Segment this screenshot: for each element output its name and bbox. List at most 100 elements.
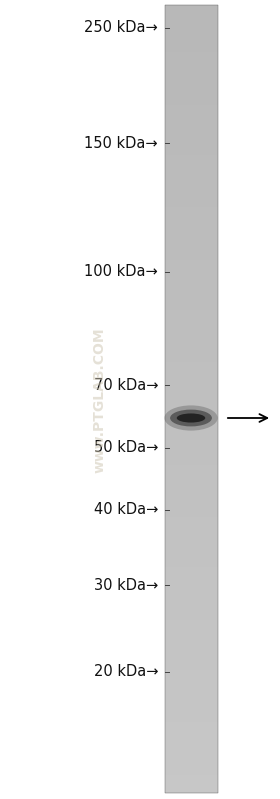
- Bar: [165, 412, 218, 415]
- Bar: [165, 39, 218, 42]
- Bar: [165, 202, 218, 205]
- Bar: [165, 614, 218, 617]
- Bar: [165, 596, 218, 598]
- Bar: [165, 378, 218, 380]
- Bar: [165, 189, 218, 192]
- Bar: [165, 488, 218, 491]
- Bar: [165, 399, 218, 402]
- Bar: [165, 173, 218, 176]
- Bar: [165, 420, 218, 423]
- Bar: [165, 352, 218, 354]
- Bar: [165, 630, 218, 633]
- Bar: [165, 612, 218, 614]
- Bar: [165, 396, 218, 399]
- Bar: [165, 21, 218, 23]
- Bar: [165, 443, 218, 447]
- Bar: [165, 480, 218, 483]
- Bar: [165, 764, 218, 767]
- Bar: [165, 94, 218, 97]
- Bar: [165, 483, 218, 486]
- Bar: [165, 667, 218, 670]
- Bar: [165, 163, 218, 165]
- Ellipse shape: [164, 405, 218, 431]
- Bar: [165, 42, 218, 45]
- Bar: [165, 523, 218, 525]
- Bar: [165, 376, 218, 378]
- Bar: [165, 643, 218, 646]
- Bar: [165, 694, 218, 696]
- Bar: [165, 160, 218, 163]
- Bar: [165, 380, 218, 384]
- Bar: [165, 265, 218, 268]
- Bar: [165, 270, 218, 273]
- Bar: [165, 276, 218, 278]
- Bar: [165, 759, 218, 761]
- Bar: [165, 407, 218, 410]
- Bar: [165, 735, 218, 737]
- Bar: [165, 777, 218, 780]
- Bar: [165, 328, 218, 331]
- Bar: [165, 52, 218, 55]
- Bar: [165, 392, 218, 394]
- Bar: [165, 8, 218, 10]
- Bar: [165, 447, 218, 449]
- Bar: [165, 315, 218, 317]
- Bar: [165, 37, 218, 39]
- Bar: [165, 622, 218, 625]
- Bar: [165, 5, 218, 793]
- Bar: [165, 475, 218, 478]
- Bar: [165, 780, 218, 782]
- Bar: [165, 507, 218, 509]
- Bar: [165, 433, 218, 435]
- Bar: [165, 223, 218, 225]
- Text: www.PTGLAB.COM: www.PTGLAB.COM: [93, 327, 107, 473]
- Bar: [165, 317, 218, 320]
- Bar: [165, 320, 218, 323]
- Bar: [165, 651, 218, 654]
- Bar: [165, 604, 218, 606]
- Bar: [165, 45, 218, 47]
- Bar: [165, 454, 218, 457]
- Bar: [165, 602, 218, 604]
- Bar: [165, 470, 218, 472]
- Bar: [165, 215, 218, 218]
- Bar: [165, 649, 218, 651]
- Bar: [165, 431, 218, 433]
- Bar: [165, 515, 218, 517]
- Bar: [165, 149, 218, 152]
- Bar: [165, 131, 218, 133]
- Bar: [165, 562, 218, 564]
- Bar: [165, 539, 218, 541]
- Bar: [165, 280, 218, 284]
- Bar: [165, 239, 218, 241]
- Bar: [165, 415, 218, 417]
- Bar: [165, 654, 218, 657]
- Bar: [165, 244, 218, 247]
- Bar: [165, 423, 218, 425]
- Bar: [165, 336, 218, 339]
- Bar: [165, 50, 218, 52]
- Text: 40 kDa→: 40 kDa→: [94, 503, 158, 518]
- Bar: [165, 360, 218, 362]
- Bar: [165, 58, 218, 60]
- Bar: [165, 125, 218, 129]
- Bar: [165, 129, 218, 131]
- Bar: [165, 207, 218, 210]
- Bar: [165, 141, 218, 144]
- Bar: [165, 115, 218, 118]
- Bar: [165, 727, 218, 730]
- Bar: [165, 368, 218, 370]
- Bar: [165, 176, 218, 178]
- Bar: [165, 662, 218, 664]
- Bar: [165, 113, 218, 115]
- Bar: [165, 23, 218, 26]
- Ellipse shape: [170, 410, 212, 427]
- Bar: [165, 502, 218, 504]
- Bar: [165, 310, 218, 312]
- Bar: [165, 200, 218, 202]
- Bar: [165, 70, 218, 74]
- Bar: [165, 304, 218, 307]
- Bar: [165, 774, 218, 777]
- Bar: [165, 278, 218, 280]
- Bar: [165, 467, 218, 470]
